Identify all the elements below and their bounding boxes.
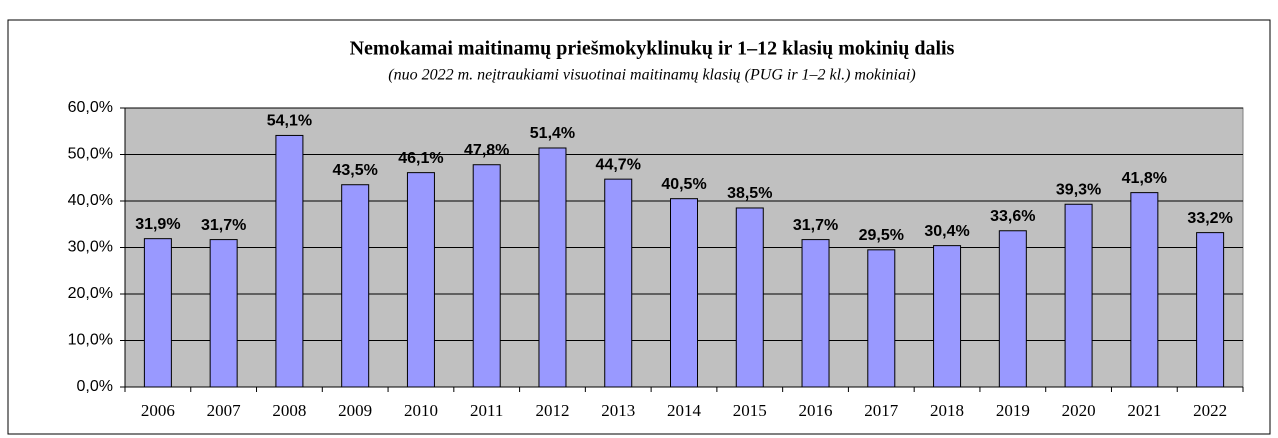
value-label: 43,5% (332, 162, 377, 179)
x-tick-label: 2017 (864, 401, 899, 420)
x-tick-label: 2012 (535, 401, 569, 420)
value-label: 29,5% (859, 227, 904, 244)
x-tick-label: 2011 (470, 401, 503, 420)
y-tick-label: 40,0% (68, 192, 113, 209)
bar (472, 164, 501, 388)
value-label: 46,1% (398, 150, 443, 167)
bar (1130, 192, 1159, 388)
y-tick-label: 0,0% (77, 378, 113, 395)
bar (1064, 203, 1093, 388)
value-label: 44,7% (596, 156, 641, 173)
bar (933, 245, 962, 388)
bar (1196, 232, 1225, 388)
x-tick-label: 2007 (207, 401, 242, 420)
x-tick-label: 2020 (1062, 401, 1096, 420)
x-tick-label: 2014 (667, 401, 702, 420)
bar (998, 230, 1027, 388)
x-tick-label: 2015 (733, 401, 767, 420)
chart-subtitle: (nuo 2022 m. neįtraukiami visuotinai mai… (388, 67, 916, 84)
bar (143, 238, 172, 388)
y-tick-label: 60,0% (68, 99, 113, 116)
x-tick-label: 2016 (799, 401, 833, 420)
value-label: 41,8% (1122, 170, 1167, 187)
value-label: 31,9% (135, 216, 180, 233)
bar (275, 134, 304, 388)
y-tick-label: 20,0% (68, 285, 113, 302)
value-label: 54,1% (267, 113, 312, 130)
bar (801, 239, 830, 388)
value-label: 38,5% (727, 185, 772, 202)
x-tick-label: 2008 (272, 401, 306, 420)
y-tick-label: 10,0% (68, 332, 113, 349)
x-tick-label: 2019 (996, 401, 1030, 420)
value-label: 33,6% (990, 208, 1035, 225)
y-tick-label: 50,0% (68, 146, 113, 163)
x-tick-label: 2022 (1193, 401, 1227, 420)
value-label: 39,3% (1056, 181, 1101, 198)
bar (406, 172, 435, 388)
x-tick-label: 2006 (141, 401, 175, 420)
value-label: 51,4% (530, 125, 575, 142)
chart-title: Nemokamai maitinamų priešmokyklinukų ir … (350, 38, 955, 60)
x-tick-label: 2013 (601, 401, 635, 420)
bar (209, 239, 238, 388)
x-tick-label: 2009 (338, 401, 372, 420)
bar (341, 184, 370, 388)
value-label: 47,8% (464, 142, 509, 159)
bar (867, 249, 896, 388)
x-tick-label: 2021 (1127, 401, 1161, 420)
bar (670, 198, 698, 388)
y-tick-label: 30,0% (68, 239, 113, 256)
x-tick-label: 2010 (404, 401, 438, 420)
bar (735, 207, 764, 388)
value-label: 31,7% (793, 217, 838, 234)
bar (538, 147, 567, 388)
value-label: 33,2% (1187, 210, 1232, 227)
value-label: 40,5% (661, 176, 706, 193)
value-label: 31,7% (201, 217, 246, 234)
value-label: 30,4% (924, 223, 969, 240)
x-tick-label: 2018 (930, 401, 964, 420)
bar (604, 178, 633, 388)
